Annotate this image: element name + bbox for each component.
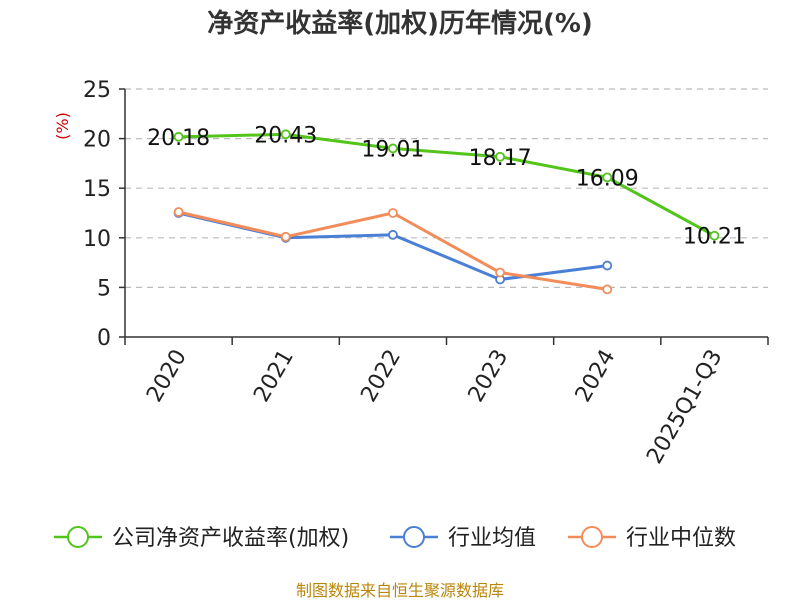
data-point [495,151,505,162]
legend-label: 行业中位数 [626,526,736,551]
y-tick-label: 5 [97,276,111,301]
y-axis-unit-label: (%) [53,112,72,140]
y-tick-label: 10 [83,227,111,252]
legend-label: 公司净资产收益率(加权) [112,526,349,551]
x-tick-label: 2022 [356,346,406,407]
x-tick-label: 2021 [249,346,299,407]
legend-label: 行业均值 [448,526,536,551]
x-tick-label: 2024 [571,346,621,407]
data-point [280,231,291,242]
chart-title: 净资产收益率(加权)历年情况(%) [207,8,593,39]
series-industry_median [173,207,613,295]
x-tick-label: 2020 [142,346,192,407]
data-point [173,131,184,142]
y-tick-label: 20 [83,128,111,153]
series-line [178,210,608,291]
data-label: 10.21 [683,225,746,250]
data-point [388,143,398,154]
data-label: 18.17 [469,146,532,171]
data-point [602,260,613,271]
data-label: 20.43 [254,123,317,148]
data-point [495,267,505,278]
series-line [178,211,608,281]
legend-item-industry_avg: 行业均值 [390,526,536,551]
data-labels: 20.18 20.43 19.01 18.17 16.09 10.21 [147,123,746,249]
data-label: 20.18 [147,126,210,151]
data-label: 19.01 [361,137,424,162]
data-point [388,229,398,240]
x-tick-label: 2023 [464,346,514,407]
data-point [709,230,720,241]
y-tick-label: 25 [83,78,111,103]
legend-marker-icon [581,526,603,548]
legend-marker-icon [67,526,89,548]
series-lines [173,129,720,295]
x-tick-label: 2025Q1-Q3 [642,346,727,469]
data-point [602,284,613,295]
data-point [602,172,613,183]
legend-item-industry_median: 行业中位数 [568,526,736,551]
data-point [173,207,184,217]
data-point [388,208,398,218]
y-tick-label: 0 [97,326,111,351]
data-label: 16.09 [576,166,639,191]
legend: 公司净资产收益率(加权) 行业均值 行业中位数 [54,526,736,551]
y-tick-label: 15 [83,177,111,202]
series-industry_avg [173,208,613,285]
data-point [280,129,291,140]
source-note: 制图数据来自恒生聚源数据库 [296,581,504,600]
gridlines [125,88,768,288]
legend-item-company: 公司净资产收益率(加权) [54,526,349,551]
series-line [178,132,716,238]
legend-marker-icon [403,526,425,548]
series-company [173,129,720,241]
